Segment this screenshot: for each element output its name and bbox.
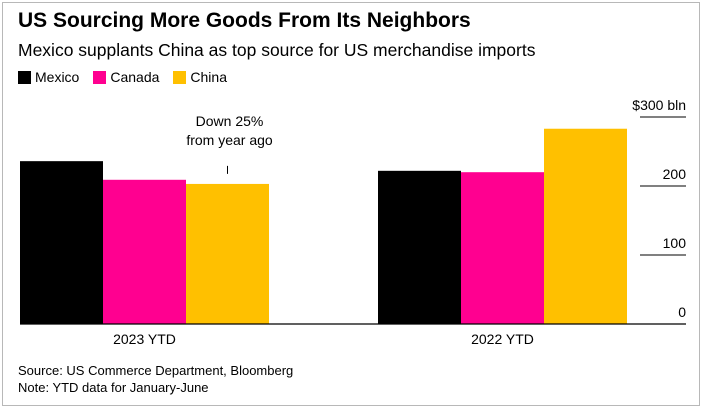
chart-title: US Sourcing More Goods From Its Neighbor… [18,9,471,32]
y-tick-label-100: 100 [663,235,687,251]
bar-canada-2022-ytd [461,172,544,324]
source-note: Source: US Commerce Department, Bloomber… [18,363,294,378]
x-tick-label-2022-ytd: 2022 YTD [471,331,534,347]
legend-label-mexico: Mexico [35,69,80,85]
legend-label-china: China [190,69,227,85]
legend-swatch-mexico [18,70,31,84]
annotation-text-line-1: Down 25% [196,113,264,129]
legend-label-canada: Canada [110,69,160,85]
legend-item-canada: Canada [93,69,159,85]
bar-canada-2023-ytd [103,179,186,324]
legend: Mexico Canada China [18,69,227,85]
legend-item-china: China [173,69,227,85]
legend-swatch-china [173,70,187,84]
chart-subtitle: Mexico supplants China as top source for… [18,40,536,60]
legend-item-mexico: Mexico [18,69,79,85]
legend-swatch-canada [93,70,107,84]
annotation-text-line-2: from year ago [186,132,273,148]
footnote: Note: YTD data for January-June [18,380,209,395]
y-tick-label-200: 200 [663,166,687,182]
y-tick-label-0: 0 [678,304,686,320]
bar-china-2022-ytd [544,128,627,324]
x-tick-label-2023-ytd: 2023 YTD [113,331,176,347]
bar-mexico-2022-ytd [378,170,461,324]
bar-china-2023-ytd [186,183,269,324]
bar-mexico-2023-ytd [20,161,103,324]
y-tick-label-300: $300 bln [632,97,686,113]
